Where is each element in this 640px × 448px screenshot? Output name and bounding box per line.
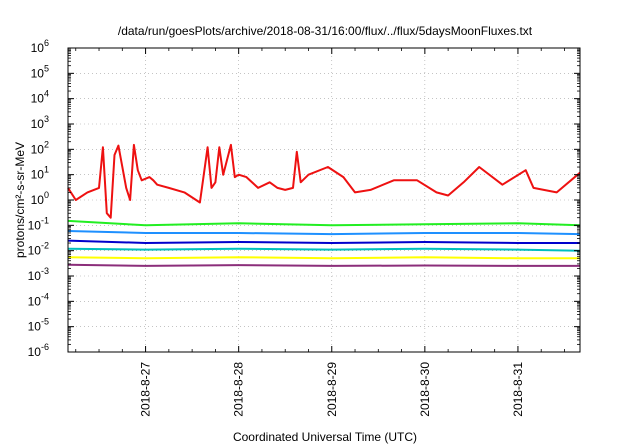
chart-title: /data/run/goesPlots/archive/2018-08-31/1… — [118, 24, 533, 38]
y-tick-exponent: 0 — [44, 190, 49, 200]
y-tick-base: 10 — [28, 345, 42, 359]
y-tick-exponent: -5 — [41, 317, 49, 327]
y-tick-label: 100 — [31, 190, 49, 207]
series-line-3 — [67, 230, 581, 236]
series-line-2 — [67, 219, 581, 227]
y-tick-base: 10 — [28, 294, 42, 308]
y-tick-base: 10 — [31, 142, 45, 156]
x-tick-label: 2018-8-30 — [418, 362, 432, 417]
y-tick-label: 102 — [31, 139, 49, 156]
x-tick-label: 2018-8-31 — [511, 362, 525, 417]
x-axis-label: Coordinated Universal Time (UTC) — [233, 430, 417, 444]
y-tick-exponent: 6 — [44, 38, 49, 48]
y-tick-label: 10-3 — [28, 266, 49, 283]
series-line-5 — [67, 247, 581, 252]
y-tick-base: 10 — [31, 117, 45, 131]
y-tick-label: 105 — [31, 63, 49, 80]
y-tick-base: 10 — [31, 66, 45, 80]
y-tick-base: 10 — [28, 244, 42, 258]
y-tick-label: 103 — [31, 114, 49, 131]
y-tick-exponent: -3 — [41, 266, 49, 276]
y-tick-exponent: -6 — [41, 342, 49, 352]
series-line-4 — [67, 239, 580, 244]
y-tick-label: 10-5 — [28, 317, 49, 334]
y-tick-label: 101 — [31, 165, 49, 182]
y-tick-exponent: 1 — [44, 165, 49, 175]
series-line-1 — [67, 143, 581, 219]
x-axis-ticks: 2018-8-27 2018-8-28 2018-8-29 2018-8-30 2018… — [75, 48, 565, 417]
series-group — [67, 143, 581, 267]
y-tick-base: 10 — [31, 41, 45, 55]
y-tick-exponent: 4 — [44, 89, 49, 99]
y-tick-label: 10-1 — [28, 215, 49, 232]
y-tick-exponent: 3 — [44, 114, 49, 124]
x-tick-label: 2018-8-29 — [325, 362, 339, 417]
y-tick-exponent: -2 — [41, 241, 49, 251]
series-line-7 — [67, 263, 580, 267]
y-tick-base: 10 — [31, 193, 45, 207]
grid-lines — [68, 47, 580, 353]
y-tick-label: 106 — [31, 38, 49, 55]
series-line-6 — [67, 256, 580, 260]
y-tick-base: 10 — [28, 320, 42, 334]
y-tick-label: 10-4 — [28, 291, 49, 308]
y-tick-base: 10 — [28, 218, 42, 232]
y-tick-exponent: 2 — [44, 139, 49, 149]
y-tick-exponent: -4 — [41, 291, 49, 301]
y-tick-label: 10-2 — [28, 241, 49, 258]
y-tick-exponent: 5 — [44, 63, 49, 73]
y-axis-ticks: 10-610-510-410-310-210-11001011021031041… — [28, 38, 580, 359]
y-tick-exponent: -1 — [41, 215, 49, 225]
x-tick-label: 2018-8-28 — [232, 362, 246, 417]
y-tick-label: 10-6 — [28, 342, 49, 359]
x-tick-label: 2018-8-27 — [139, 362, 153, 417]
y-tick-base: 10 — [31, 92, 45, 106]
y-tick-base: 10 — [28, 269, 42, 283]
y-tick-base: 10 — [31, 168, 45, 182]
y-tick-label: 104 — [31, 89, 49, 106]
y-axis-label: protons/cm²-s-sr-MeV — [13, 142, 27, 258]
